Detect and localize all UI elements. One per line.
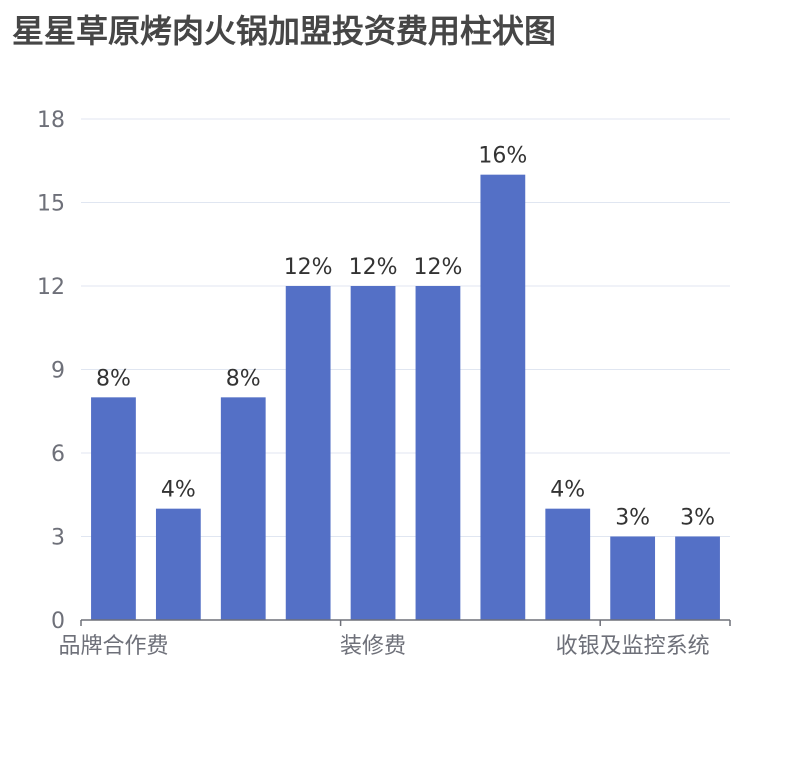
- y-axis-ticks: 0 3 6 9 12 15 18: [37, 108, 65, 634]
- bar-data-label: 3%: [680, 506, 715, 531]
- bar: [545, 508, 591, 620]
- y-tick-label: 18: [37, 108, 65, 133]
- bars: [91, 174, 720, 620]
- y-tick-label: 15: [37, 192, 65, 217]
- x-tick-label: 品牌合作费: [58, 634, 168, 659]
- bar-data-label: 4%: [550, 478, 585, 503]
- bar: [415, 286, 461, 620]
- x-tick-label: 收银及监控系统: [556, 634, 710, 659]
- bar-data-label: 16%: [478, 144, 527, 169]
- y-tick-label: 9: [51, 359, 65, 384]
- y-tick-label: 3: [51, 526, 65, 551]
- bar-data-label: 4%: [161, 478, 196, 503]
- y-tick-label: 0: [51, 609, 65, 634]
- bar: [480, 174, 526, 620]
- bar-data-label: 12%: [284, 255, 333, 280]
- bar: [91, 397, 136, 620]
- bar-data-label: 12%: [349, 255, 398, 280]
- grid-lines: [81, 118, 730, 537]
- bar-data-label: 12%: [413, 255, 462, 280]
- x-tick-label: 装修费: [340, 634, 406, 659]
- bar: [675, 536, 720, 620]
- bar: [610, 536, 656, 620]
- bar: [220, 397, 266, 620]
- chart-title: 星星草原烤肉火锅加盟投资费用柱状图: [12, 12, 557, 50]
- data-labels: 8% 4% 8% 12% 12% 12% 16% 4% 3% 3%: [96, 144, 715, 531]
- bar-data-label: 3%: [615, 506, 650, 531]
- bar-data-label: 8%: [96, 366, 131, 391]
- y-tick-label: 6: [51, 442, 65, 467]
- y-tick-label: 12: [37, 275, 65, 300]
- bar: [285, 286, 331, 620]
- bar-data-label: 8%: [226, 366, 261, 391]
- bar: [155, 508, 201, 620]
- x-axis: 品牌合作费 装修费 收银及监控系统: [58, 619, 731, 659]
- bar: [350, 286, 396, 620]
